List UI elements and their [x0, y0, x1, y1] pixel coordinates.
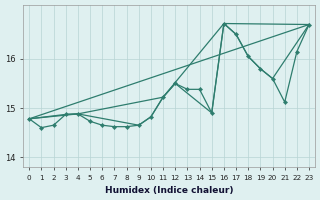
X-axis label: Humidex (Indice chaleur): Humidex (Indice chaleur) [105, 186, 233, 195]
